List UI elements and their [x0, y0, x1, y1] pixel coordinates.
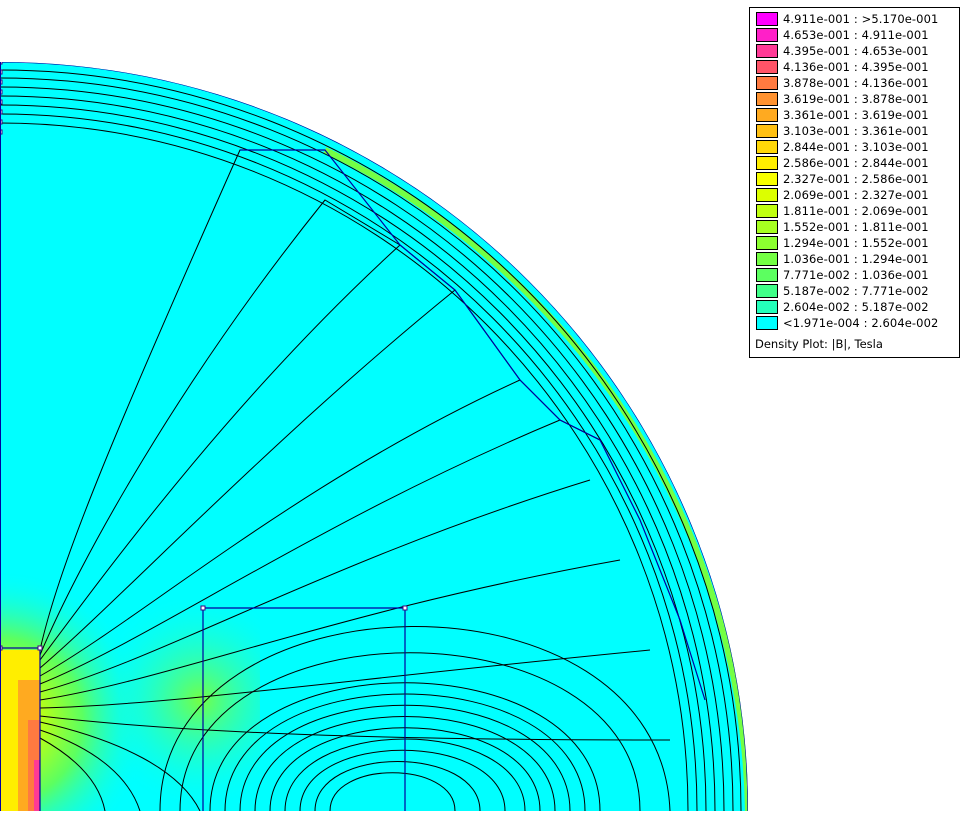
legend-entry-label: 1.552e-001 : 1.811e-001 [783, 220, 929, 234]
legend-entry-label: <1.971e-004 : 2.604e-002 [783, 316, 939, 330]
legend-entry: 5.187e-002 : 7.771e-002 [756, 283, 929, 299]
legend-swatch [756, 252, 778, 266]
legend-entry: 4.136e-001 : 4.395e-001 [756, 59, 929, 75]
geometry-outlines [0, 62, 749, 811]
legend-entry: 1.294e-001 : 1.552e-001 [756, 235, 929, 251]
legend-entry-label: 2.069e-001 : 2.327e-001 [783, 188, 929, 202]
legend-swatch [756, 156, 778, 170]
legend-swatch [756, 188, 778, 202]
strip-field-gradient [120, 600, 260, 811]
legend-swatch [756, 108, 778, 122]
legend-swatch [756, 316, 778, 330]
density-legend: 4.911e-001 : >5.170e-001 4.653e-001 : 4.9… [749, 7, 960, 358]
rim-flux-lines [0, 69, 742, 811]
legend-entry-label: 4.911e-001 : >5.170e-001 [783, 12, 939, 26]
legend-entry-label: 3.878e-001 : 4.136e-001 [783, 76, 929, 90]
legend-entry: 7.771e-002 : 1.036e-001 [756, 267, 929, 283]
legend-swatch [756, 12, 778, 26]
legend-entry-label: 7.771e-002 : 1.036e-001 [783, 268, 929, 282]
legend-entry-label: 3.619e-001 : 3.878e-001 [783, 92, 929, 106]
legend-entry-label: 3.361e-001 : 3.619e-001 [783, 108, 929, 122]
legend-swatch [756, 236, 778, 250]
legend-swatch [756, 92, 778, 106]
legend-entry-label: 2.604e-002 : 5.187e-002 [783, 300, 929, 314]
legend-entry: 3.878e-001 : 4.136e-001 [756, 75, 929, 91]
legend-entry: 4.395e-001 : 4.653e-001 [756, 43, 929, 59]
legend-entry: <1.971e-004 : 2.604e-002 [756, 315, 938, 331]
legend-swatch [756, 300, 778, 314]
flux-contours [39, 149, 671, 811]
legend-entry-label: 2.586e-001 : 2.844e-001 [783, 156, 929, 170]
legend-entry-label: 3.103e-001 : 3.361e-001 [783, 124, 929, 138]
legend-entry-label: 5.187e-002 : 7.771e-002 [783, 284, 929, 298]
legend-swatch [756, 60, 778, 74]
coil-hotspot [0, 650, 40, 811]
legend-entry-label: 4.136e-001 : 4.395e-001 [783, 60, 929, 74]
legend-entry: 1.552e-001 : 1.811e-001 [756, 219, 929, 235]
legend-swatch [756, 44, 778, 58]
legend-entry: 2.586e-001 : 2.844e-001 [756, 155, 929, 171]
legend-entry-label: 1.294e-001 : 1.552e-001 [783, 236, 929, 250]
legend-entry: 3.619e-001 : 3.878e-001 [756, 91, 929, 107]
legend-entry-label: 1.811e-001 : 2.069e-001 [783, 204, 929, 218]
legend-entry-label: 2.327e-001 : 2.586e-001 [783, 172, 929, 186]
legend-entry-label: 4.653e-001 : 4.911e-001 [783, 28, 929, 42]
legend-entry-label: 1.036e-001 : 1.294e-001 [783, 252, 929, 266]
legend-entry-label: 4.395e-001 : 4.653e-001 [783, 44, 929, 58]
legend-entry: 3.361e-001 : 3.619e-001 [756, 107, 929, 123]
legend-entry-label: 2.844e-001 : 3.103e-001 [783, 140, 929, 154]
legend-entry: 4.653e-001 : 4.911e-001 [756, 27, 929, 43]
legend-entry: 4.911e-001 : >5.170e-001 [756, 11, 938, 27]
legend-entry: 2.327e-001 : 2.586e-001 [756, 171, 929, 187]
legend-swatch [756, 220, 778, 234]
legend-entry: 1.811e-001 : 2.069e-001 [756, 203, 929, 219]
legend-entry: 2.069e-001 : 2.327e-001 [756, 187, 929, 203]
legend-entry: 2.844e-001 : 3.103e-001 [756, 139, 929, 155]
legend-swatch [756, 28, 778, 42]
legend-entry: 1.036e-001 : 1.294e-001 [756, 251, 929, 267]
legend-swatch [756, 76, 778, 90]
legend-swatch [756, 172, 778, 186]
legend-entry: 3.103e-001 : 3.361e-001 [756, 123, 929, 139]
legend-swatch [756, 204, 778, 218]
legend-swatch [756, 140, 778, 154]
legend-caption: Density Plot: |B|, Tesla [755, 337, 883, 351]
legend-swatch [756, 284, 778, 298]
legend-swatch [756, 124, 778, 138]
legend-swatch [756, 268, 778, 282]
legend-entry: 2.604e-002 : 5.187e-002 [756, 299, 929, 315]
